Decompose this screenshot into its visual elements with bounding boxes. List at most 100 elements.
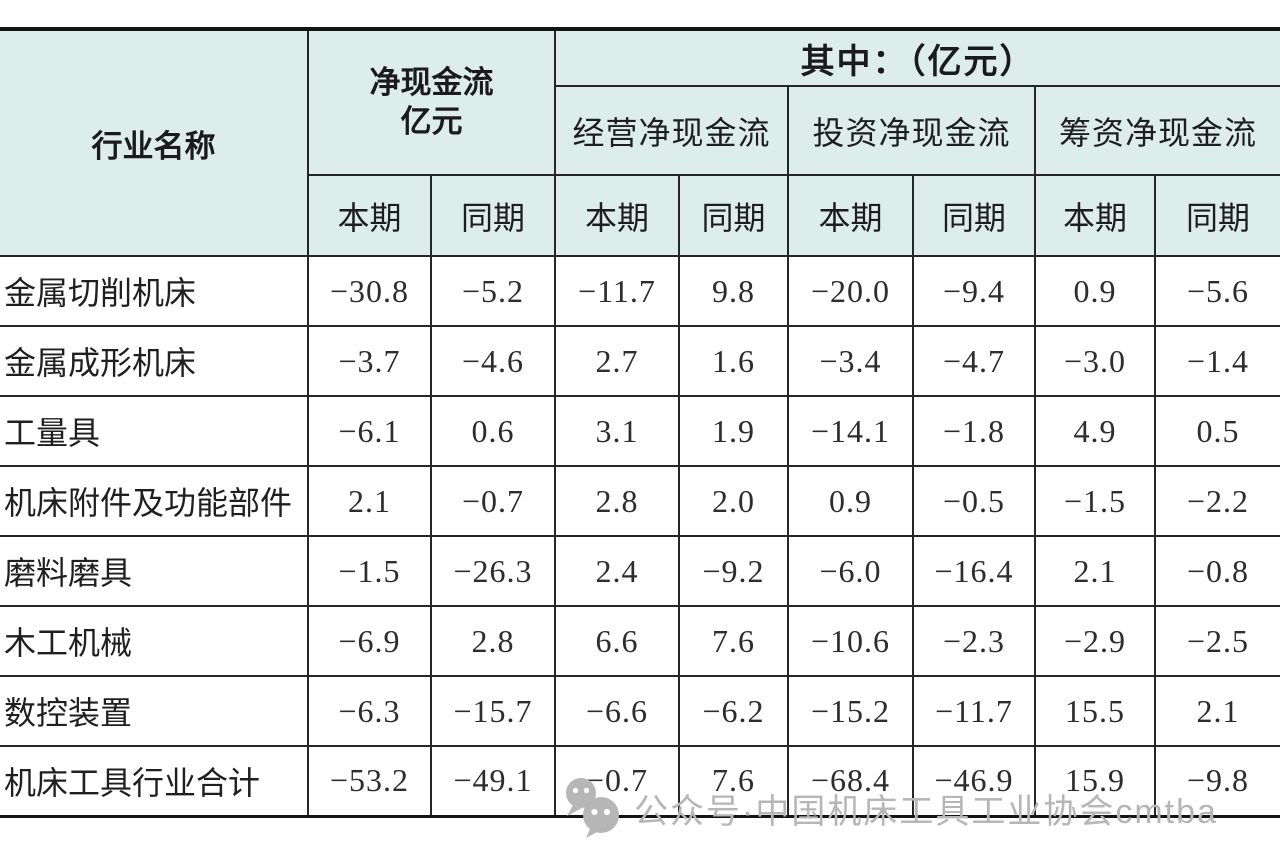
table-row: 数控装置 −6.3 −15.7 −6.6 −6.2 −15.2 −11.7 15…	[0, 675, 1280, 747]
header-breakdown: 其中：（亿元）	[553, 28, 1280, 87]
value-cell: −2.9	[1034, 605, 1156, 677]
table-row: 工量具 −6.1 0.6 3.1 1.9 −14.1 −1.8 4.9 0.5	[0, 395, 1280, 467]
value-cell: −5.6	[1153, 255, 1280, 327]
value-cell: 4.9	[1034, 395, 1156, 467]
row-label: 数控装置	[0, 675, 309, 747]
value-cell: −15.7	[430, 675, 556, 747]
table-row: 机床附件及功能部件 2.1 −0.7 2.8 2.0 0.9 −0.5 −1.5…	[0, 465, 1280, 537]
value-cell: −46.9	[912, 745, 1036, 817]
value-cell: −11.7	[912, 675, 1036, 747]
value-cell: 2.8	[430, 605, 556, 677]
header-net-cash-flow-unit: 亿元	[400, 103, 463, 139]
value-cell: 7.6	[678, 745, 789, 817]
value-cell: 0.9	[1034, 255, 1156, 327]
period-header-prior: 同期	[1153, 174, 1280, 257]
value-cell: −1.4	[1153, 325, 1280, 397]
value-cell: −2.2	[1153, 465, 1280, 537]
value-cell: −0.7	[554, 745, 680, 817]
period-header-current: 本期	[787, 174, 914, 257]
value-cell: −9.4	[912, 255, 1036, 327]
value-cell: −6.6	[554, 675, 680, 747]
value-cell: 2.7	[554, 325, 680, 397]
value-cell: −16.4	[912, 535, 1036, 607]
value-cell: 2.4	[554, 535, 680, 607]
value-cell: −26.3	[430, 535, 556, 607]
value-cell: −30.8	[307, 255, 432, 327]
value-cell: 15.9	[1034, 745, 1156, 817]
row-label: 木工机械	[0, 605, 309, 677]
row-label: 金属成形机床	[0, 325, 309, 397]
value-cell: 1.6	[678, 325, 789, 397]
value-cell: 15.5	[1034, 675, 1156, 747]
value-cell: 0.5	[1153, 395, 1280, 467]
row-label: 机床附件及功能部件	[0, 465, 309, 537]
value-cell: 0.9	[787, 465, 914, 537]
value-cell: −10.6	[787, 605, 914, 677]
value-cell: −3.4	[787, 325, 914, 397]
value-cell: −4.7	[912, 325, 1036, 397]
value-cell: −2.5	[1153, 605, 1280, 677]
value-cell: −11.7	[554, 255, 680, 327]
value-cell: −14.1	[787, 395, 914, 467]
value-cell: −1.8	[912, 395, 1036, 467]
value-cell: 2.0	[678, 465, 789, 537]
table-row: 磨料磨具 −1.5 −26.3 2.4 −9.2 −6.0 −16.4 2.1 …	[0, 535, 1280, 607]
table-row: 金属切削机床 −30.8 −5.2 −11.7 9.8 −20.0 −9.4 0…	[0, 255, 1280, 327]
wechat-icon	[566, 778, 619, 838]
value-cell: −4.6	[430, 325, 556, 397]
value-cell: 1.9	[678, 395, 789, 467]
value-cell: −6.0	[787, 535, 914, 607]
value-cell: 9.8	[678, 255, 789, 327]
value-cell: −0.5	[912, 465, 1036, 537]
value-cell: 2.1	[307, 465, 432, 537]
value-cell: −5.2	[430, 255, 556, 327]
header-financing-net-cash-flow: 筹资净现金流	[1033, 85, 1280, 176]
value-cell: 0.6	[430, 395, 556, 467]
value-cell: −0.7	[430, 465, 556, 537]
cash-flow-table: 行业名称 净现金流 亿元 其中：（亿元） 经营净现金流 投资净现金流 筹资净现金…	[0, 27, 1280, 818]
header-net-cash-flow: 净现金流 亿元	[307, 28, 556, 176]
value-cell: 2.1	[1034, 535, 1156, 607]
value-cell: −68.4	[787, 745, 914, 817]
value-cell: −6.9	[307, 605, 432, 677]
value-cell: −6.2	[678, 675, 789, 747]
header-industry-name: 行业名称	[0, 28, 309, 257]
value-cell: −0.8	[1153, 535, 1280, 607]
watermark-text: 公众号·中国机床工具工业协会cmtba	[634, 792, 1218, 831]
value-cell: 7.6	[678, 605, 789, 677]
value-cell: −53.2	[307, 745, 432, 817]
value-cell: −1.5	[307, 535, 432, 607]
value-cell: −49.1	[430, 745, 556, 817]
value-cell: −3.7	[307, 325, 432, 397]
period-header-prior: 同期	[430, 174, 556, 257]
watermark: 公众号·中国机床工具工业协会cmtba	[560, 776, 1218, 840]
value-cell: 2.1	[1153, 675, 1280, 747]
row-label: 工量具	[0, 395, 309, 467]
value-cell: −3.0	[1034, 325, 1156, 397]
value-cell: −1.5	[1034, 465, 1156, 537]
period-header-prior: 同期	[678, 174, 789, 257]
period-header-current: 本期	[1034, 174, 1156, 257]
value-cell: −6.1	[307, 395, 432, 467]
header-operating-net-cash-flow: 经营净现金流	[554, 85, 789, 176]
value-cell: −15.2	[787, 675, 914, 747]
period-header-current: 本期	[307, 174, 432, 257]
period-header-current: 本期	[554, 174, 680, 257]
table-row: 金属成形机床 −3.7 −4.6 2.7 1.6 −3.4 −4.7 −3.0 …	[0, 325, 1280, 397]
value-cell: −9.2	[678, 535, 789, 607]
value-cell: 2.8	[554, 465, 680, 537]
value-cell: −9.8	[1153, 745, 1280, 817]
table-row: 木工机械 −6.9 2.8 6.6 7.6 −10.6 −2.3 −2.9 −2…	[0, 605, 1280, 677]
period-header-prior: 同期	[912, 174, 1036, 257]
value-cell: −6.3	[307, 675, 432, 747]
row-label: 机床工具行业合计	[0, 745, 309, 817]
header-net-cash-flow-line1: 净现金流	[369, 64, 494, 100]
row-label: 金属切削机床	[0, 255, 309, 327]
value-cell: 6.6	[554, 605, 680, 677]
value-cell: 3.1	[554, 395, 680, 467]
value-cell: −20.0	[787, 255, 914, 327]
row-label: 磨料磨具	[0, 535, 309, 607]
table-row-total: 机床工具行业合计 −53.2 −49.1 −0.7 7.6 −68.4 −46.…	[0, 745, 1280, 817]
header-investing-net-cash-flow: 投资净现金流	[787, 85, 1036, 176]
value-cell: −2.3	[912, 605, 1036, 677]
